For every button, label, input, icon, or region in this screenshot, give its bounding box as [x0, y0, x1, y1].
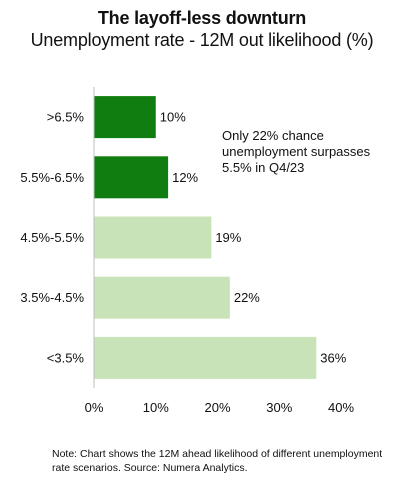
value-label: 12% — [172, 170, 198, 185]
x-tick-label: 10% — [143, 400, 169, 415]
bar — [94, 156, 169, 199]
category-label: >6.5% — [47, 110, 85, 125]
value-label: 22% — [234, 290, 260, 305]
x-tick-labels-group: 0% 10% 20% 30% 40% — [85, 400, 355, 415]
bar — [94, 96, 156, 139]
chart-title: The layoff-less downturn — [97, 8, 307, 28]
value-labels-group: 10% 12% 19% 22% 36% — [160, 110, 347, 366]
x-tick-label: 0% — [85, 400, 104, 415]
chart-subtitle: Unemployment rate - 12M out likelihood (… — [30, 30, 374, 50]
value-label: 10% — [160, 110, 186, 125]
x-tick-label: 20% — [204, 400, 230, 415]
category-label: 4.5%-5.5% — [20, 230, 84, 245]
x-tick-label: 40% — [328, 400, 354, 415]
bars-group — [94, 96, 317, 379]
category-label: 3.5%-4.5% — [20, 290, 84, 305]
x-tick-label: 30% — [266, 400, 292, 415]
chart-note: Note: Chart shows the 12M ahead likeliho… — [52, 448, 383, 474]
bar — [94, 276, 230, 319]
value-label: 36% — [320, 350, 346, 365]
category-label: <3.5% — [47, 350, 85, 365]
category-label: 5.5%-6.5% — [20, 170, 84, 185]
value-label: 19% — [215, 230, 241, 245]
bar — [94, 216, 212, 259]
bar — [94, 336, 317, 379]
chart-annotation: Only 22% chance unemployment surpasses 5… — [222, 128, 371, 175]
category-labels-group: >6.5% 5.5%-6.5% 4.5%-5.5% 3.5%-4.5% <3.5% — [20, 110, 84, 366]
